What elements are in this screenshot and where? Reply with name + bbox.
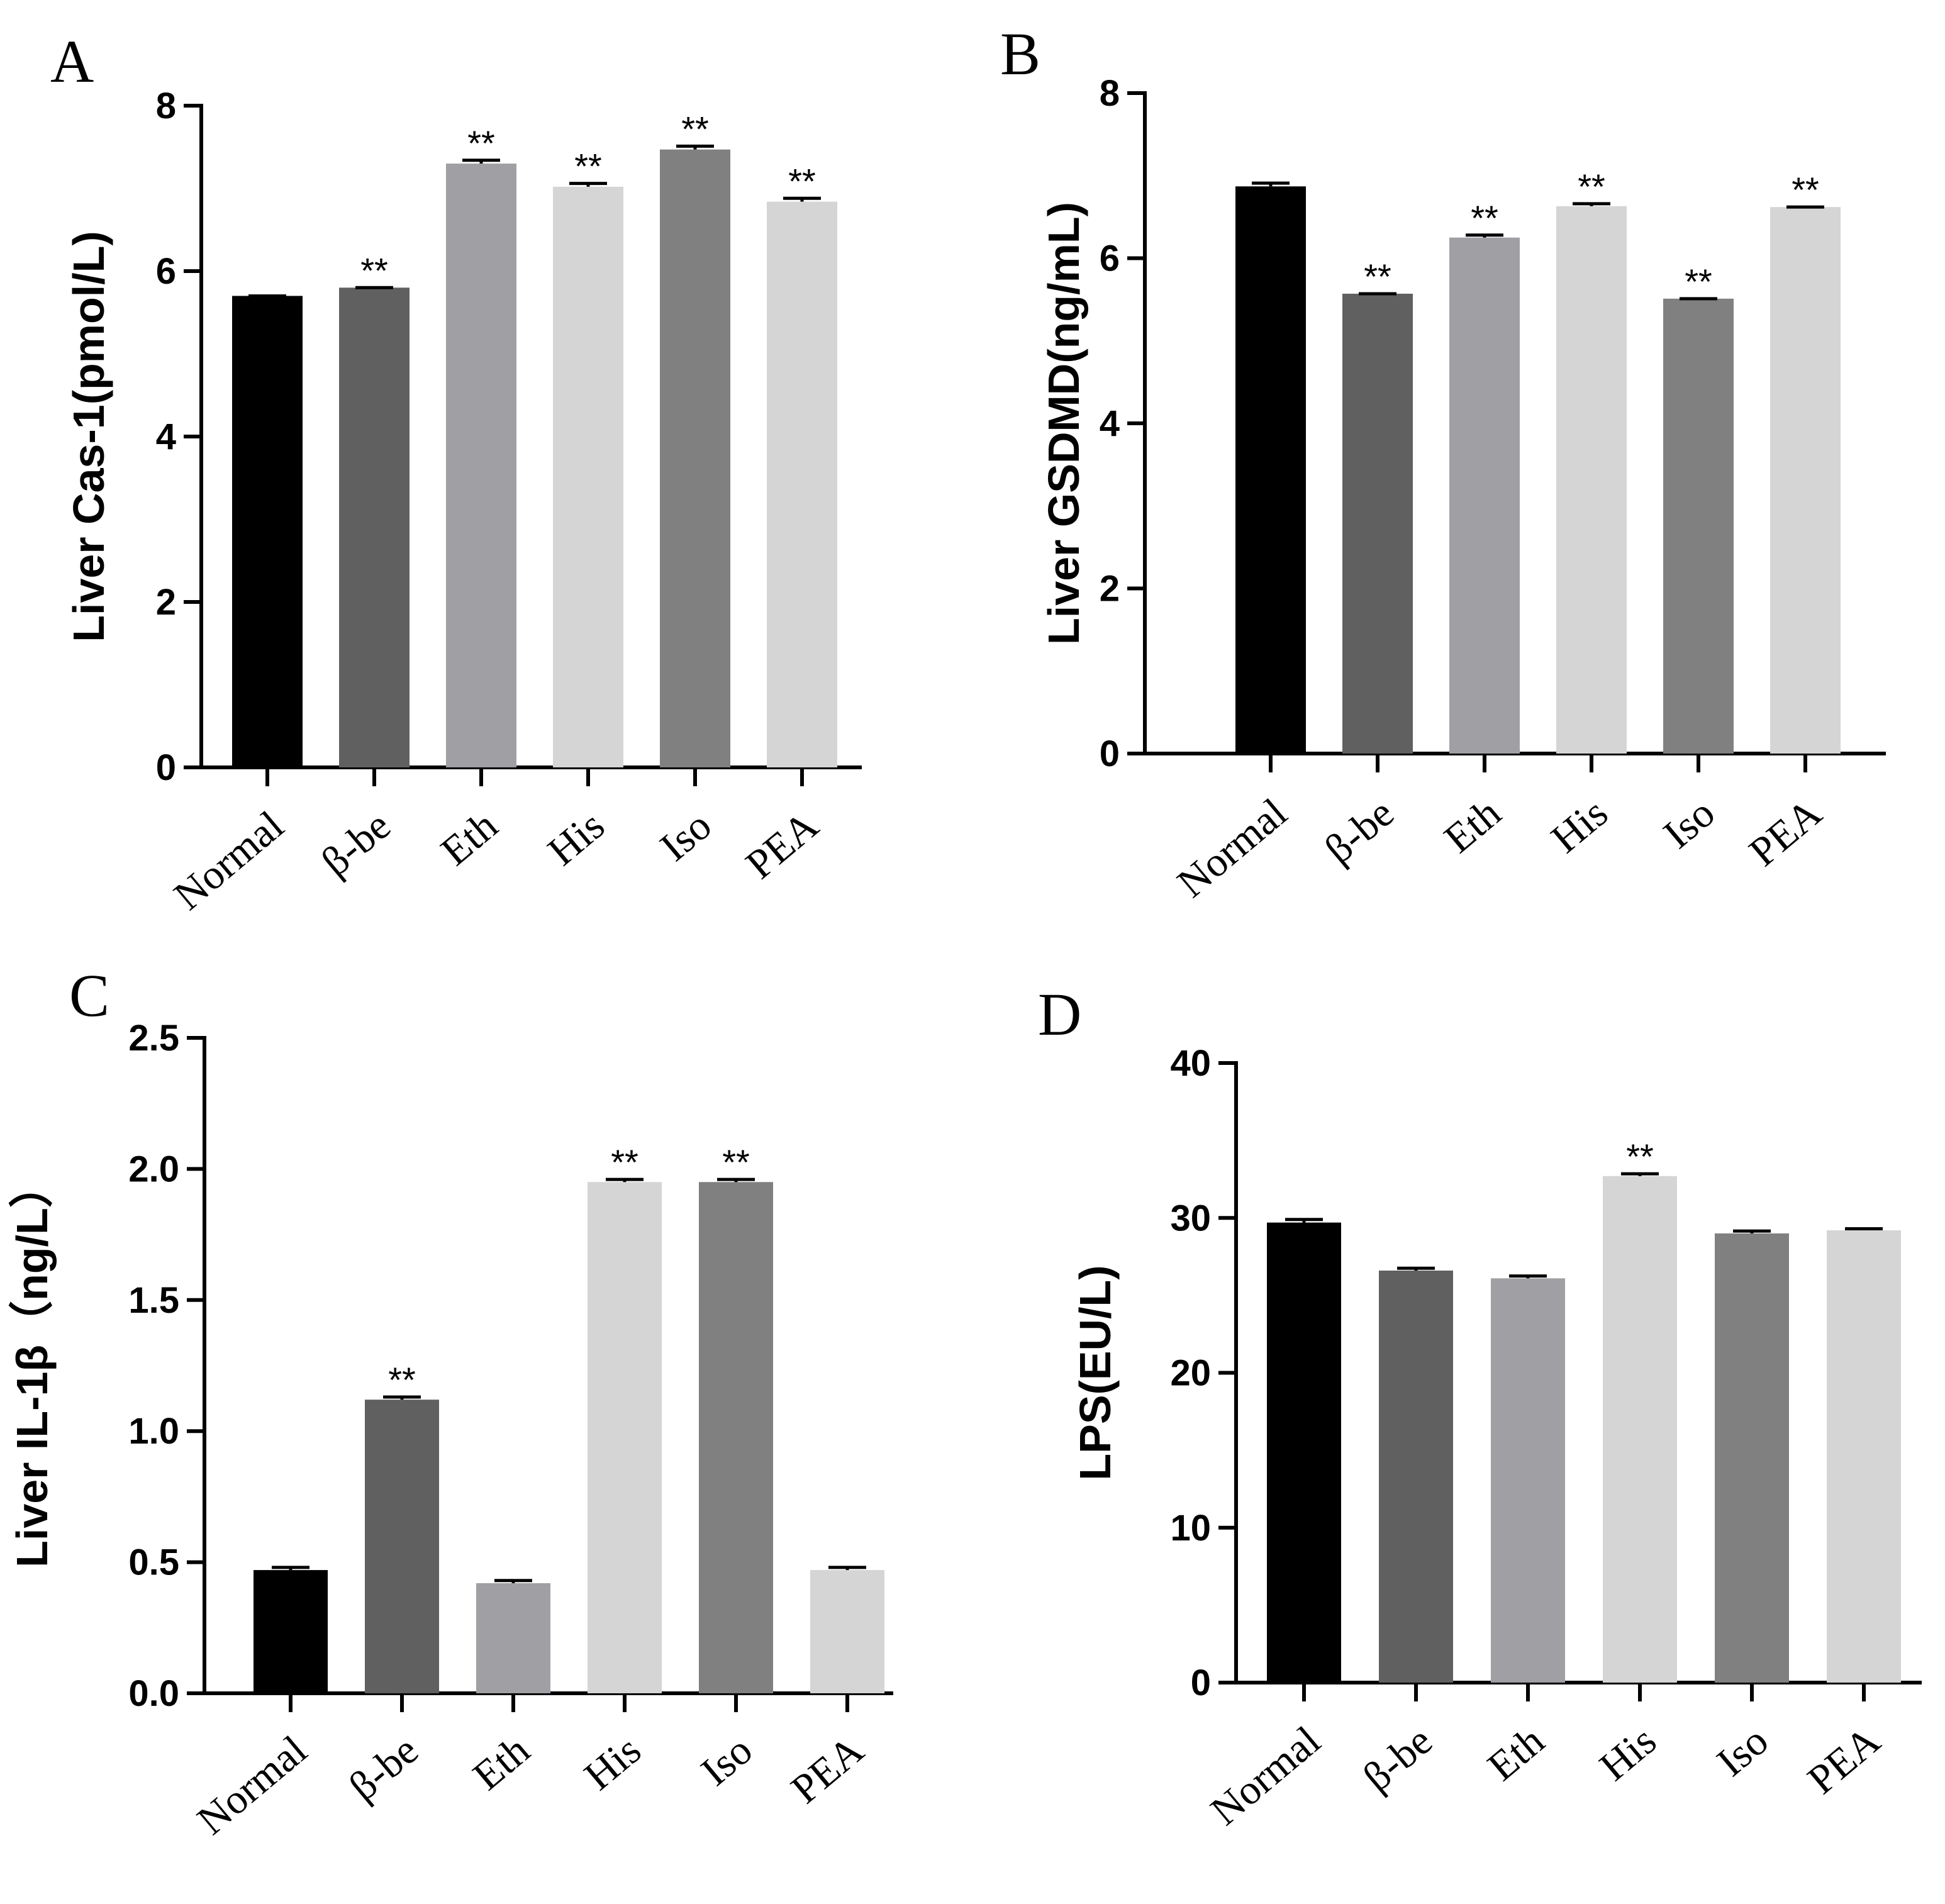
y-tick-label: 4 — [1100, 403, 1120, 444]
category-label: Iso — [1708, 1718, 1777, 1786]
category-label: PEA — [1741, 789, 1831, 875]
panel-letter-b: B — [1000, 20, 1040, 87]
bar-c-3 — [588, 1182, 662, 1693]
y-tick-label: 8 — [1100, 73, 1120, 114]
bar-d-1 — [1379, 1270, 1453, 1683]
y-tick-label: 0.0 — [128, 1673, 179, 1714]
bar-c-2 — [476, 1583, 550, 1693]
category-label: β-be — [1316, 790, 1402, 873]
bar-c-4 — [699, 1182, 773, 1693]
bar-a-0 — [232, 296, 303, 767]
category-label: His — [539, 803, 613, 875]
y-tick-label: 0 — [1191, 1662, 1211, 1703]
significance-marker: ** — [611, 1142, 638, 1182]
category-label: Eth — [433, 803, 506, 875]
y-axis-title-b: Liver GSDMD(ng/mL) — [1039, 202, 1088, 645]
category-label: His — [1542, 790, 1616, 862]
significance-marker: ** — [360, 250, 388, 290]
y-tick-label: 6 — [1100, 238, 1120, 279]
category-label: PEA — [1799, 1717, 1889, 1803]
y-axis-title-a: Liver Cas-1(pmol/L) — [64, 231, 113, 642]
bar-b-1 — [1342, 293, 1413, 754]
significance-marker: ** — [388, 1360, 416, 1400]
bar-c-0 — [254, 1570, 328, 1693]
bar-b-5 — [1770, 207, 1841, 754]
significance-marker: ** — [1364, 257, 1391, 296]
y-tick-label: 1.5 — [128, 1280, 179, 1321]
bar-b-3 — [1556, 206, 1627, 754]
y-tick-label: 2.5 — [128, 1018, 179, 1059]
category-label: Eth — [1480, 1718, 1553, 1790]
y-tick-label: 4 — [156, 416, 176, 457]
bar-a-3 — [553, 186, 623, 767]
bar-d-4 — [1715, 1233, 1789, 1683]
y-tick-label: 8 — [156, 86, 176, 126]
category-label: Eth — [1436, 790, 1510, 862]
significance-marker: ** — [1578, 167, 1605, 206]
bar-a-2 — [446, 164, 516, 767]
y-tick-label: 40 — [1170, 1043, 1211, 1084]
panel-letter-d: D — [1038, 981, 1081, 1048]
significance-marker: ** — [788, 161, 816, 201]
panel-letter-a: A — [50, 28, 94, 95]
y-tick-label: 2 — [156, 582, 176, 623]
category-label: Normal — [189, 1727, 315, 1844]
bar-b-2 — [1449, 237, 1520, 754]
category-label: PEA — [737, 802, 827, 888]
bar-b-0 — [1235, 186, 1306, 754]
significance-marker: ** — [574, 147, 602, 186]
bar-c-5 — [810, 1570, 884, 1693]
significance-marker: ** — [1626, 1137, 1654, 1176]
bar-b-4 — [1663, 298, 1734, 754]
category-label: PEA — [783, 1727, 872, 1812]
y-tick-label: 2 — [1100, 569, 1120, 610]
y-tick-label: 10 — [1170, 1508, 1211, 1549]
category-label: β-be — [313, 803, 399, 886]
y-tick-label: 20 — [1170, 1353, 1211, 1394]
y-tick-label: 1.0 — [128, 1411, 179, 1452]
bar-c-1 — [365, 1400, 439, 1693]
category-label: Normal — [1202, 1718, 1329, 1835]
bar-d-3 — [1603, 1176, 1677, 1683]
category-label: Normal — [165, 803, 292, 920]
category-label: Iso — [652, 803, 720, 871]
y-axis-title-d: LPS(EU/L) — [1071, 1265, 1120, 1480]
significance-marker: ** — [681, 109, 709, 148]
significance-marker: ** — [722, 1142, 750, 1182]
category-label: Normal — [1169, 790, 1295, 907]
panel-letter-c: C — [69, 962, 109, 1029]
category-label: Eth — [465, 1727, 538, 1800]
category-label: Iso — [1655, 790, 1724, 858]
category-label: β-be — [340, 1727, 426, 1810]
y-tick-label: 0 — [156, 747, 176, 788]
bar-d-2 — [1491, 1278, 1565, 1683]
category-label: His — [1591, 1718, 1664, 1790]
bar-d-0 — [1267, 1222, 1341, 1683]
y-tick-label: 0.5 — [128, 1542, 179, 1583]
panel-b: B 0 2 4 6 8 Liver GSDMD(ng/mL) Normal ** β-be ** E… — [1000, 20, 1886, 906]
bar-d-5 — [1827, 1230, 1901, 1683]
panel-a: A 0 2 4 6 8 Liver Cas-1(pmol/L) Normal ** β-be **… — [50, 28, 862, 919]
bar-a-1 — [339, 287, 410, 767]
y-tick-label: 6 — [156, 251, 176, 292]
category-label: His — [576, 1727, 649, 1800]
panel-c: C 0.0 0.5 1.0 1.5 2.0 2.5 Liver IL-1β（ng/L） Nor… — [8, 962, 893, 1844]
significance-marker: ** — [1471, 198, 1498, 238]
y-tick-label: 0 — [1100, 733, 1120, 774]
significance-marker: ** — [467, 123, 495, 163]
y-tick-label: 2.0 — [128, 1149, 179, 1189]
y-axis-title-c: Liver IL-1β（ng/L） — [8, 1164, 57, 1567]
significance-marker: ** — [1792, 170, 1819, 209]
bar-a-4 — [660, 149, 730, 767]
category-label: Iso — [693, 1727, 761, 1795]
bar-a-5 — [767, 201, 837, 767]
significance-marker: ** — [1685, 262, 1712, 301]
category-label: β-be — [1354, 1718, 1441, 1801]
panel-d: D 0 10 20 30 40 LPS(EU/L) Normal β-be Eth ** His Is… — [1038, 981, 1922, 1834]
y-tick-label: 30 — [1170, 1198, 1211, 1239]
